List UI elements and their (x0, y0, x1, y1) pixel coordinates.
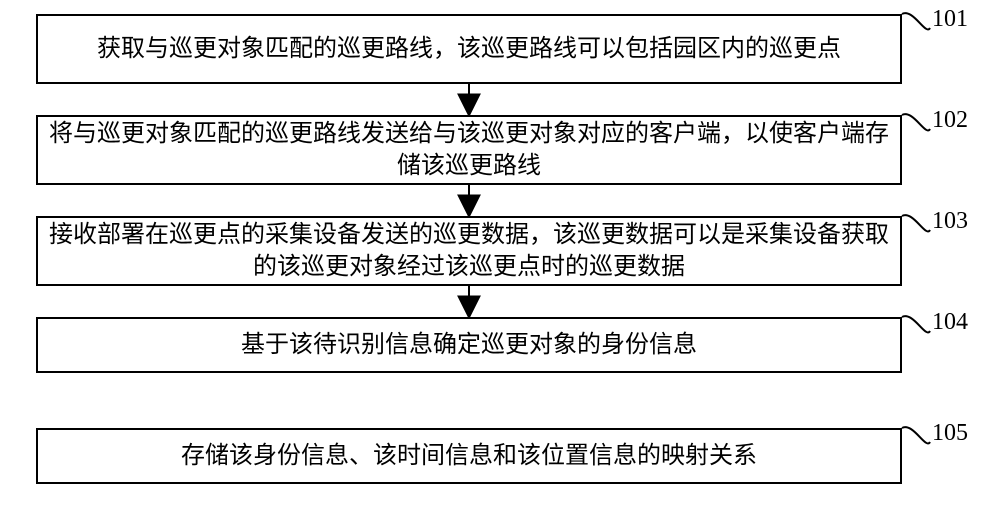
flow-step-label-105: 105 (932, 420, 968, 447)
flow-step-text: 基于该待识别信息确定巡更对象的身份信息 (241, 329, 697, 361)
flow-step-2: 将与巡更对象匹配的巡更路线发送给与该巡更对象对应的客户端，以使客户端存储该巡更路… (36, 115, 902, 185)
flowchart-canvas: 获取与巡更对象匹配的巡更路线，该巡更路线可以包括园区内的巡更点 101 将与巡更对象… (0, 0, 1000, 523)
flow-step-label-104: 104 (932, 309, 968, 336)
flow-step-label-101: 101 (932, 6, 968, 33)
flow-step-text: 存储该身份信息、该时间信息和该位置信息的映射关系 (181, 440, 757, 472)
flow-step-label-102: 102 (932, 107, 968, 134)
flow-step-text: 接收部署在巡更点的采集设备发送的巡更数据，该巡更数据可以是采集设备获取的该巡更对… (48, 219, 890, 284)
flow-step-3: 接收部署在巡更点的采集设备发送的巡更数据，该巡更数据可以是采集设备获取的该巡更对… (36, 216, 902, 286)
flow-step-label-103: 103 (932, 208, 968, 235)
flow-step-text: 获取与巡更对象匹配的巡更路线，该巡更路线可以包括园区内的巡更点 (97, 33, 841, 65)
flow-step-4: 基于该待识别信息确定巡更对象的身份信息 (36, 317, 902, 373)
flow-step-5: 存储该身份信息、该时间信息和该位置信息的映射关系 (36, 428, 902, 484)
flow-step-text: 将与巡更对象匹配的巡更路线发送给与该巡更对象对应的客户端，以使客户端存储该巡更路… (48, 118, 890, 183)
flow-step-1: 获取与巡更对象匹配的巡更路线，该巡更路线可以包括园区内的巡更点 (36, 14, 902, 84)
